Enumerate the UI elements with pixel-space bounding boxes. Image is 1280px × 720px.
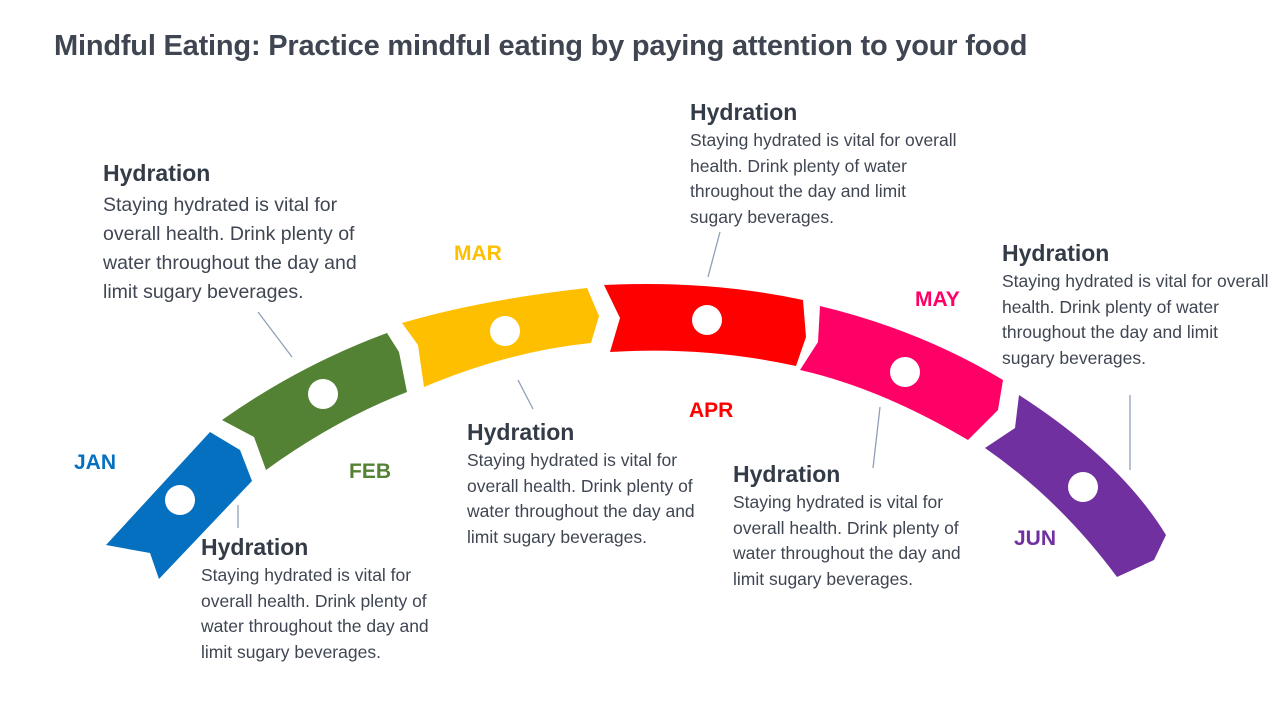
milestone-dot [1068, 472, 1098, 502]
page-title: Mindful Eating: Practice mindful eating … [54, 30, 1028, 62]
milestone-dot [308, 379, 338, 409]
card-heading: Hydration [201, 534, 309, 560]
month-label-feb: FEB [349, 460, 391, 483]
month-label-may: MAY [915, 288, 960, 311]
connector-line [872, 406, 881, 469]
card-apr: Hydration Staying hydrated is vital for … [690, 99, 960, 230]
card-heading: Hydration [690, 99, 798, 125]
card-heading: Hydration [467, 419, 575, 445]
card-may: Hydration Staying hydrated is vital for … [733, 461, 988, 592]
milestone-dot [490, 316, 520, 346]
card-text: Staying hydrated is vital for overall he… [467, 450, 695, 547]
month-label-jan: JAN [74, 451, 117, 474]
milestone-dot [692, 305, 722, 335]
month-label-apr: APR [689, 399, 734, 422]
card-heading: Hydration [1002, 240, 1110, 266]
card-mar: Hydration Staying hydrated is vital for … [467, 419, 707, 550]
card-heading: Hydration [103, 160, 211, 186]
card-text: Staying hydrated is vital for overall he… [201, 565, 429, 662]
card-text: Staying hydrated is vital for overall he… [733, 492, 961, 589]
connector-line [257, 311, 293, 358]
card-heading: Hydration [733, 461, 841, 487]
card-text: Staying hydrated is vital for overall he… [690, 130, 957, 227]
connector-line [517, 379, 534, 410]
month-label-mar: MAR [454, 242, 502, 265]
card-jan: Hydration Staying hydrated is vital for … [103, 160, 388, 307]
connector-line [707, 231, 721, 278]
card-jun: Hydration Staying hydrated is vital for … [1002, 240, 1272, 371]
card-text: Staying hydrated is vital for overall he… [1002, 271, 1269, 368]
card-feb: Hydration Staying hydrated is vital for … [201, 534, 441, 665]
milestone-dot [165, 485, 195, 515]
card-text: Staying hydrated is vital for overall he… [103, 194, 357, 303]
month-label-jun: JUN [1014, 527, 1057, 550]
milestone-dot [890, 357, 920, 387]
